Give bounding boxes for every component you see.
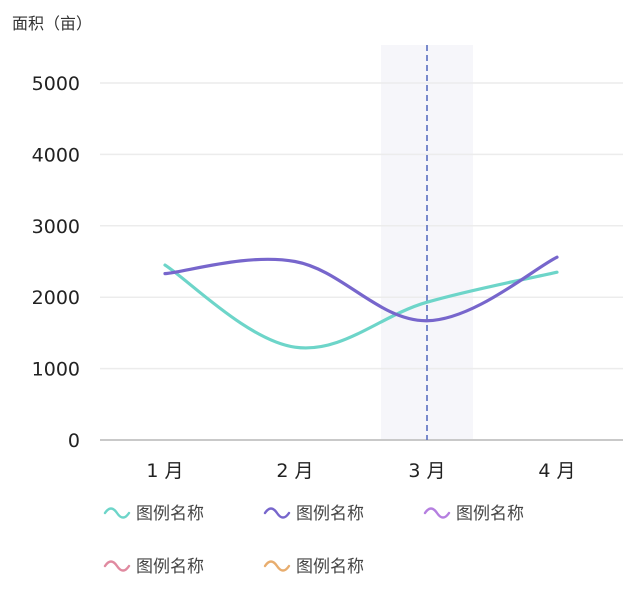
series-lines [163,255,559,350]
legend-label: 图例名称 [136,557,204,577]
legend-label: 图例名称 [296,557,364,577]
x-tick-labels: 1 月 2 月 3 月 4 月 [146,460,575,482]
grid-lines [100,82,623,370]
y-tick-label: 1000 [32,359,80,381]
legend-item[interactable]: 图例名称 [423,504,524,524]
legend-item[interactable]: 图例名称 [103,557,204,577]
legend-item[interactable]: 图例名称 [263,504,364,524]
series-line-2[interactable] [163,255,559,323]
y-tick-labels: 0 1000 2000 3000 4000 5000 [32,73,80,452]
x-tick-label: 2 月 [276,460,313,482]
y-tick-label: 5000 [32,73,80,95]
y-tick-label: 3000 [32,216,80,238]
series-line-1[interactable] [163,263,559,350]
legend-item[interactable]: 图例名称 [103,504,204,524]
legend-swatch-icon [103,507,131,519]
legend-label: 图例名称 [136,504,204,524]
x-tick-label: 3 月 [408,460,445,482]
legend-swatch-icon [263,560,291,572]
legend-swatch-icon [103,560,131,572]
legend-swatch-icon [263,507,291,519]
y-tick-label: 4000 [32,144,80,166]
legend-label: 图例名称 [296,504,364,524]
legend-item[interactable]: 图例名称 [263,557,364,577]
legend-label: 图例名称 [456,504,524,524]
x-tick-label: 4 月 [538,460,575,482]
y-tick-label: 0 [68,430,80,452]
x-tick-label: 1 月 [146,460,183,482]
y-tick-label: 2000 [32,287,80,309]
legend-swatch-icon [423,507,451,519]
y-axis-label: 面积（亩） [12,14,92,33]
